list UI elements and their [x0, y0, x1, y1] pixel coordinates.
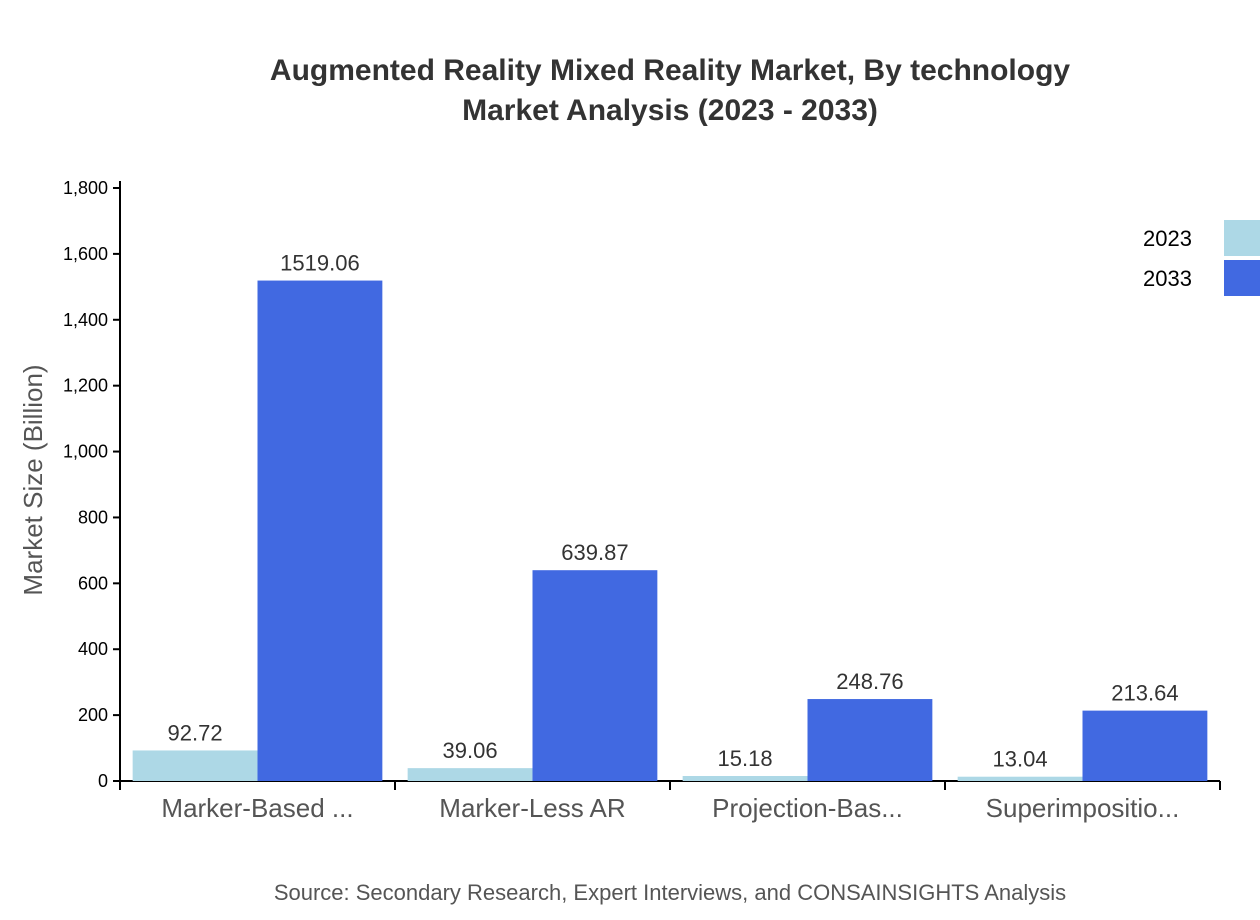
legend-swatch — [1224, 220, 1260, 256]
legend-swatch — [1224, 260, 1260, 296]
x-tick-label: Projection-Bas... — [712, 793, 903, 823]
y-tick-label: 1,400 — [63, 310, 108, 330]
x-tick-label: Marker-Based ... — [161, 793, 353, 823]
chart-subtitle: Market Analysis (2023 - 2033) — [462, 94, 878, 127]
data-label: 248.76 — [836, 669, 903, 694]
bar-2033 — [532, 570, 658, 781]
legend-label: 2023 — [1143, 226, 1192, 251]
y-tick-label: 1,800 — [63, 178, 108, 198]
data-label: 92.72 — [168, 720, 223, 745]
data-label: 15.18 — [718, 746, 773, 771]
y-tick-label: 400 — [78, 639, 108, 659]
y-tick-label: 200 — [78, 705, 108, 725]
data-label: 639.87 — [561, 540, 628, 565]
chart-title: Augmented Reality Mixed Reality Market, … — [270, 54, 1071, 87]
bar-2023 — [132, 750, 258, 781]
bar-2033 — [1082, 710, 1208, 781]
source-note: Source: Secondary Research, Expert Inter… — [274, 880, 1066, 905]
bar-2023 — [957, 776, 1083, 781]
y-axis-label: Market Size (Billion) — [18, 364, 48, 595]
bar-2033 — [807, 699, 933, 781]
y-tick-label: 0 — [98, 771, 108, 791]
x-tick-label: Marker-Less AR — [439, 793, 625, 823]
legend-label: 2033 — [1143, 266, 1192, 291]
bar-2023 — [682, 775, 808, 781]
y-tick-label: 1,600 — [63, 244, 108, 264]
x-tick-label: Superimpositio... — [986, 793, 1180, 823]
bar-2023 — [407, 768, 533, 781]
y-tick-label: 800 — [78, 507, 108, 527]
y-tick-label: 1,200 — [63, 376, 108, 396]
y-tick-label: 1,000 — [63, 442, 108, 462]
data-label: 213.64 — [1111, 681, 1178, 706]
data-label: 39.06 — [443, 738, 498, 763]
data-label: 1519.06 — [280, 251, 360, 276]
data-label: 13.04 — [993, 747, 1048, 772]
bar-2033 — [257, 280, 383, 781]
y-tick-label: 600 — [78, 573, 108, 593]
